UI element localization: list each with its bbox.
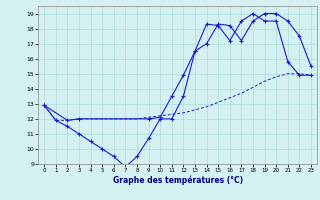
X-axis label: Graphe des températures (°C): Graphe des températures (°C) bbox=[113, 176, 243, 185]
